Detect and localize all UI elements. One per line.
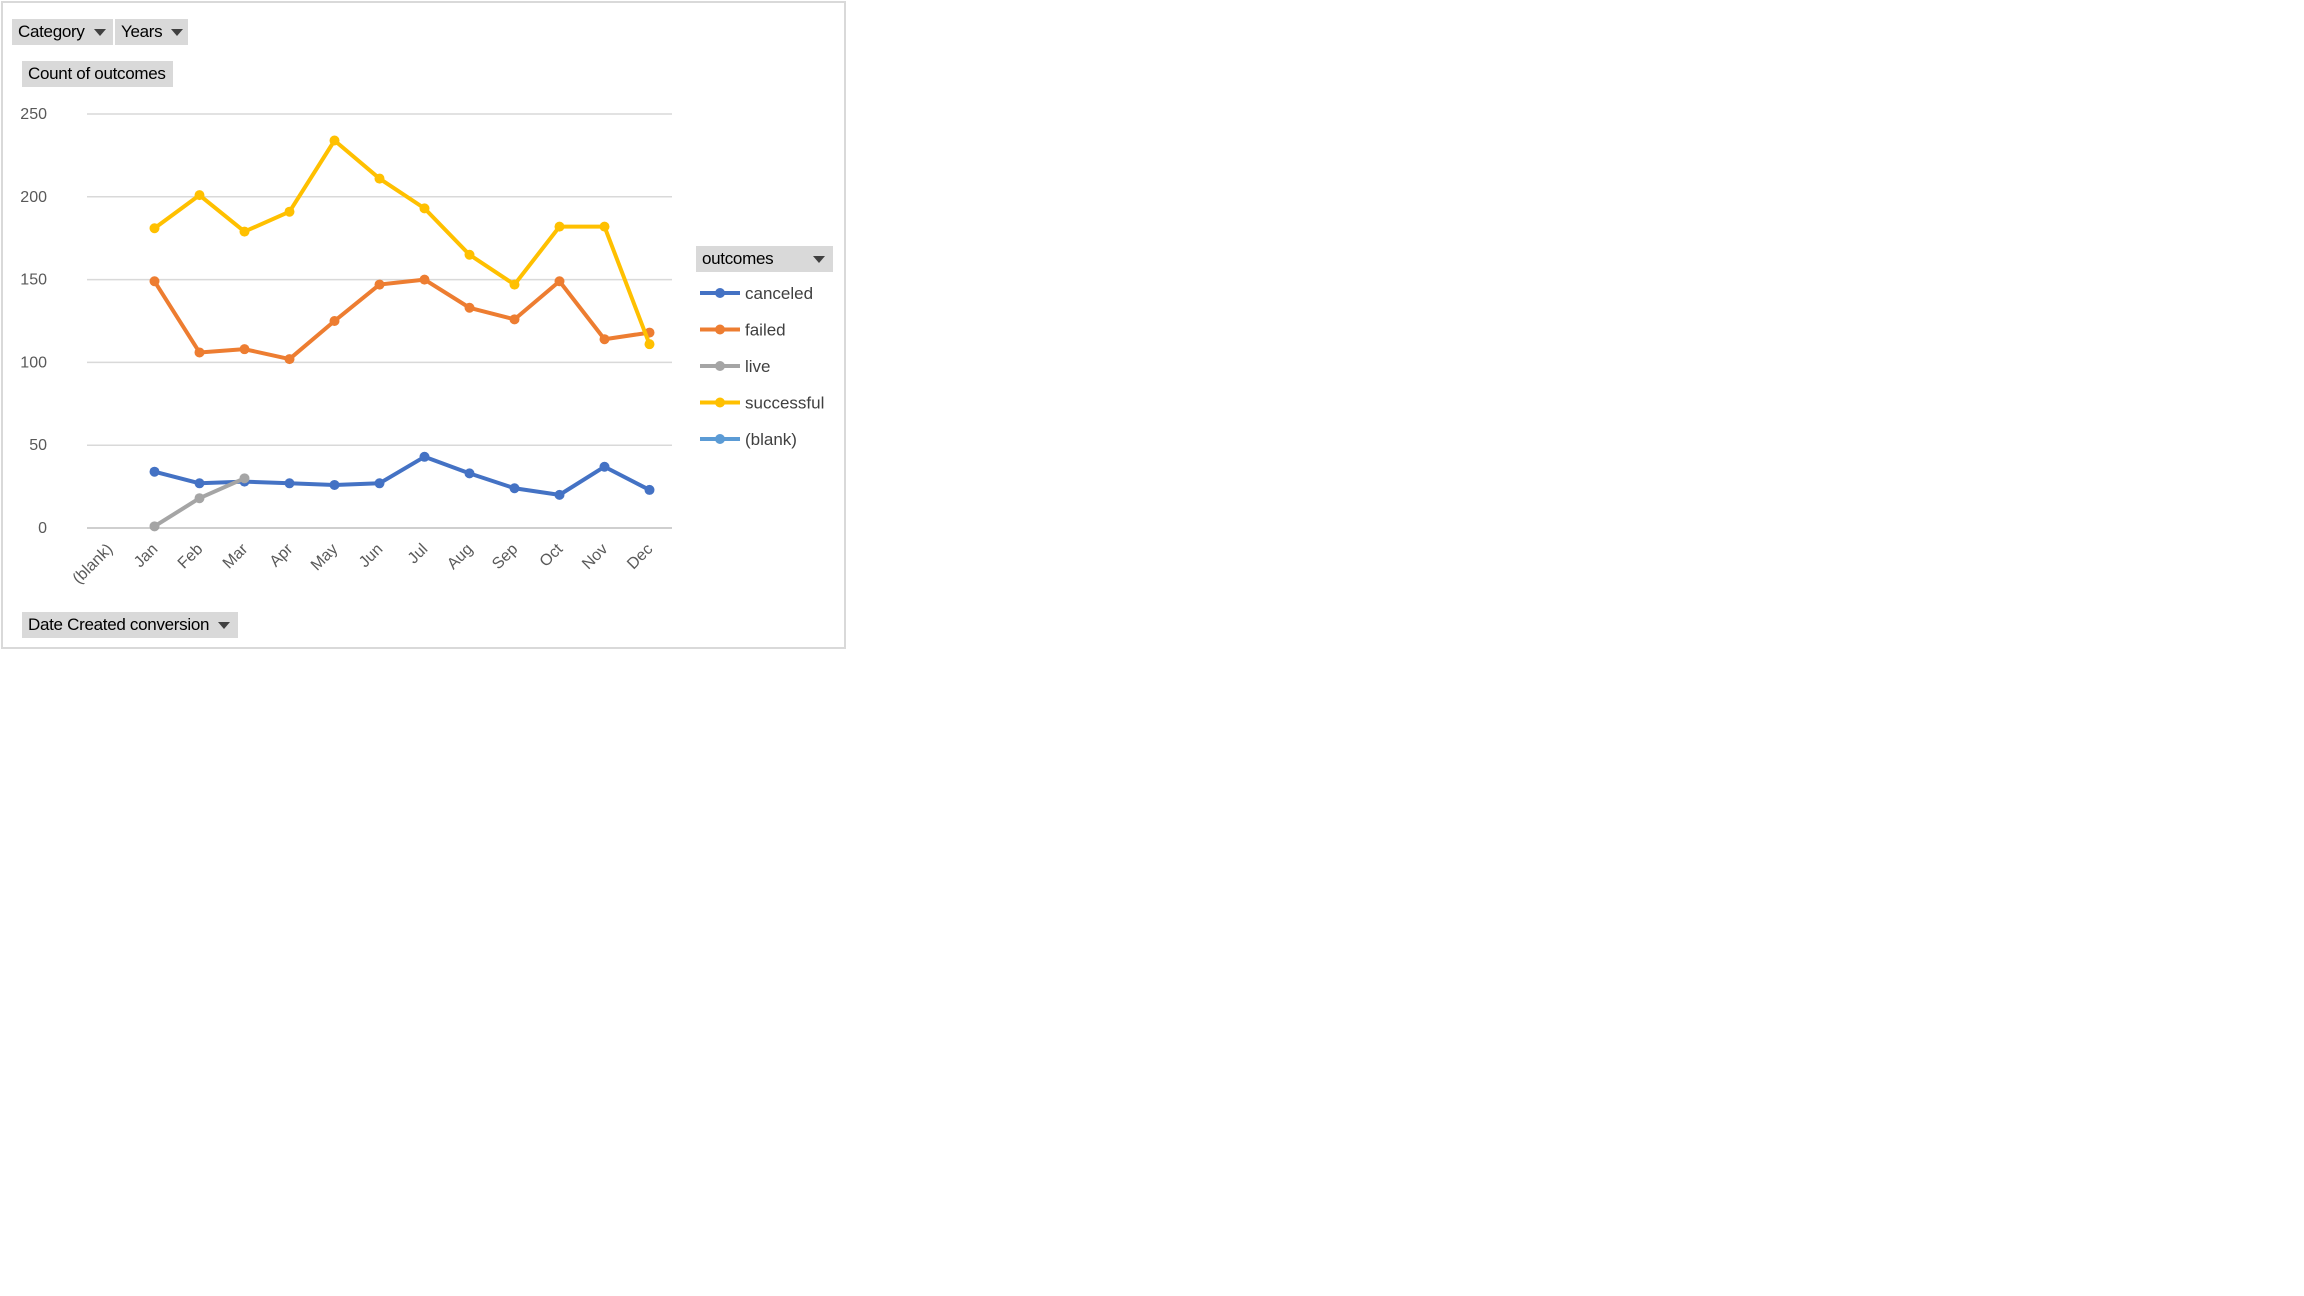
data-point-failed <box>509 314 520 325</box>
legend-label: successful <box>745 394 824 413</box>
data-point-failed <box>329 316 340 326</box>
legend-swatch-marker <box>715 434 725 444</box>
data-point-canceled <box>329 479 340 490</box>
data-point-failed <box>419 274 430 285</box>
category-filter-label: Category <box>18 22 85 41</box>
series-line-canceled <box>152 454 652 497</box>
pivot-chart-frame: 0 50 100 150 200 250 (blank) Jan Feb Mar Apr May Jun… <box>1 1 846 649</box>
x-tick-label: May <box>308 541 341 574</box>
data-point-failed <box>194 347 205 358</box>
x-tick-label: Jun <box>356 541 386 571</box>
years-filter-label: Years <box>121 22 163 41</box>
data-point-successful <box>284 206 295 217</box>
dropdown-arrow-icon <box>218 622 231 630</box>
data-point-failed <box>464 302 475 313</box>
legend-swatch-marker <box>715 397 725 408</box>
data-point-failed <box>554 276 565 287</box>
axis-field-button[interactable]: Date Created conversion <box>22 612 238 638</box>
x-tick-label: Oct <box>537 540 567 570</box>
data-point-canceled <box>554 489 565 500</box>
x-tick-label: Sep <box>489 541 521 573</box>
x-tick-label: Aug <box>444 541 476 573</box>
legend-label: live <box>745 357 771 376</box>
value-field-label: Count of outcomes <box>28 64 166 83</box>
data-point-successful <box>419 203 430 214</box>
legend-swatch-marker <box>715 361 725 371</box>
data-point-successful <box>374 173 385 184</box>
data-point-live <box>194 493 205 504</box>
legend-label: failed <box>745 321 786 340</box>
x-tick-label: Feb <box>175 541 207 573</box>
data-point-successful <box>239 226 250 237</box>
series-line-failed <box>152 277 652 362</box>
x-tick-label: Jan <box>131 541 161 571</box>
x-tick-label: Jul <box>405 541 431 567</box>
category-filter-button[interactable]: Category <box>12 19 113 45</box>
data-point-canceled <box>464 468 475 479</box>
data-point-failed <box>599 334 610 345</box>
data-point-successful <box>554 221 565 232</box>
legend-field-button[interactable]: outcomes <box>696 246 833 272</box>
data-point-canceled <box>644 484 655 495</box>
data-point-failed <box>149 276 160 287</box>
data-point-successful <box>644 339 655 350</box>
dropdown-arrow-icon <box>171 29 184 37</box>
x-tick-label: Dec <box>624 541 656 573</box>
data-point-canceled <box>149 466 160 477</box>
data-point-canceled <box>194 478 205 489</box>
data-point-live <box>149 521 160 532</box>
dropdown-arrow-icon <box>93 29 106 37</box>
data-point-successful <box>509 279 520 290</box>
data-point-successful <box>599 221 610 232</box>
line-chart-plot: 0 50 100 150 200 250 (blank) Jan Feb Mar Apr May Jun… <box>20 106 824 588</box>
y-tick-label: 100 <box>20 354 47 371</box>
x-tick-label: Apr <box>267 540 297 570</box>
data-point-failed <box>284 354 295 365</box>
data-point-canceled <box>419 451 430 462</box>
data-point-successful <box>329 135 340 146</box>
y-tick-label: 200 <box>20 189 47 206</box>
data-point-successful <box>149 223 160 234</box>
y-tick-label: 50 <box>29 437 47 454</box>
y-tick-label: 250 <box>20 106 47 123</box>
x-tick-label: (blank) <box>70 541 117 588</box>
series-line-successful <box>152 138 652 347</box>
value-field-button[interactable]: Count of outcomes <box>22 61 173 87</box>
y-tick-label: 0 <box>38 520 47 537</box>
legend-swatch-marker <box>715 324 725 335</box>
x-tick-label: Mar <box>220 540 252 572</box>
legend-swatch-marker <box>715 288 725 298</box>
data-point-canceled <box>599 461 610 472</box>
legend-label: canceled <box>745 284 813 303</box>
data-point-successful <box>464 249 475 260</box>
dropdown-arrow-icon <box>813 256 825 263</box>
data-point-live <box>239 473 250 484</box>
data-point-failed <box>239 344 250 355</box>
axis-field-label: Date Created conversion <box>28 615 210 634</box>
legend-field-label: outcomes <box>702 249 774 268</box>
y-tick-label: 150 <box>20 272 47 289</box>
data-point-canceled <box>509 483 520 494</box>
data-point-canceled <box>284 478 295 489</box>
x-tick-label: Nov <box>579 541 611 573</box>
data-point-successful <box>194 190 205 201</box>
years-filter-button[interactable]: Years <box>115 19 188 45</box>
data-point-canceled <box>374 478 385 489</box>
legend-label: (blank) <box>745 430 797 449</box>
data-point-failed <box>374 279 385 290</box>
